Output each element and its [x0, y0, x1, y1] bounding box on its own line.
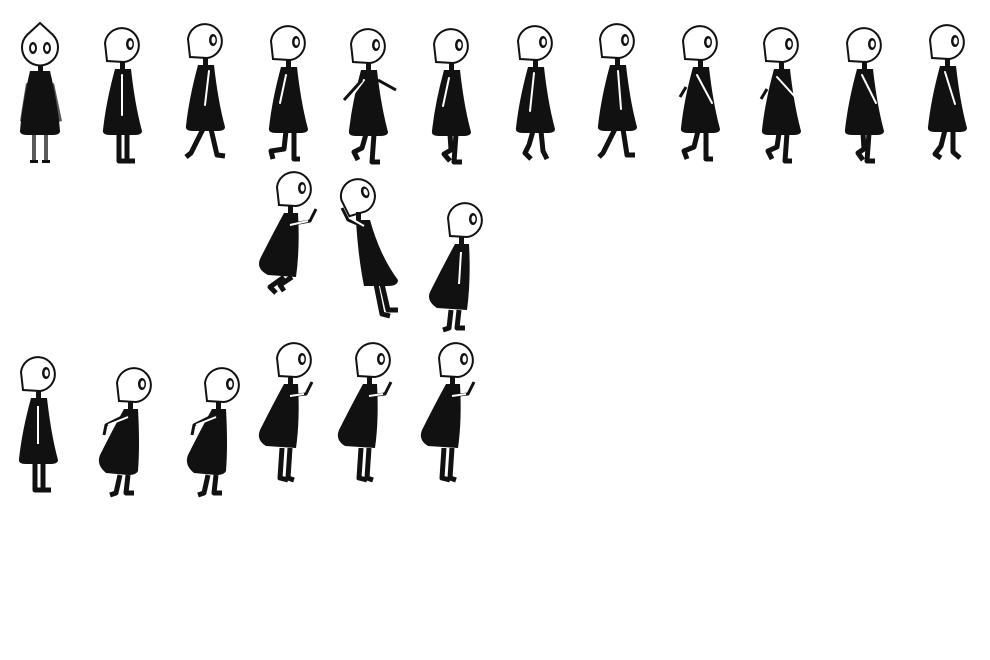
sprite-frame-walk-cycle-4: [268, 25, 308, 162]
sprite-frame-push-2: [98, 367, 152, 498]
sprite-frame-jump-3: [429, 202, 483, 333]
sprite-frame-push-3: [186, 367, 240, 498]
sprite-frame-walk-cycle-2: [102, 27, 142, 164]
sprite-frame-walk-cycle-3: [184, 23, 226, 159]
sprite-frame-push-1: [18, 356, 58, 493]
sprite-frame-push-5: [337, 342, 393, 483]
sprite-frame-walk-cycle-7: [515, 25, 555, 161]
sprite-frame-push-6: [420, 342, 476, 483]
sprite-frame-jump-1: [259, 171, 318, 295]
sprite-frame-walk-cycle-6: [431, 28, 471, 165]
sprite-frame-walk-cycle-10: [759, 27, 801, 164]
sprite-frame-walk-cycle-1: [20, 21, 62, 163]
sprite-frame-walk-cycle-12: [927, 24, 967, 161]
sprite-frame-walk-cycle-9: [678, 25, 720, 162]
sprite-frame-push-4: [258, 342, 314, 483]
sprite-frame-walk-cycle-5: [342, 28, 397, 165]
sprite-frame-jump-2: [339, 178, 398, 319]
sprite-frame-walk-cycle-11: [844, 27, 884, 164]
sprite-frame-walk-cycle-8: [597, 23, 637, 159]
